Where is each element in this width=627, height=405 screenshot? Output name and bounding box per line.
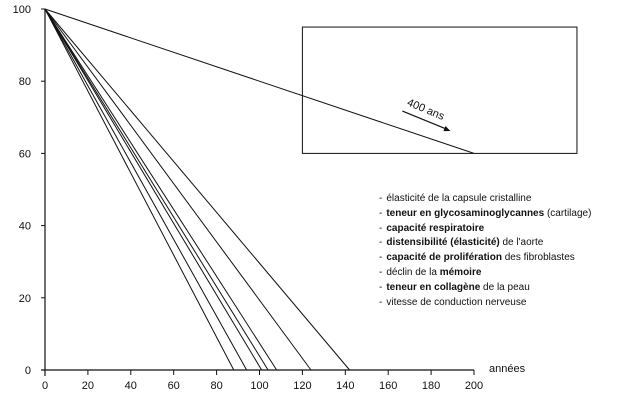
x-tick-label: 40 [125, 380, 137, 392]
legend-bullet: - [379, 193, 383, 204]
legend-text: vitesse de conduction nerveuse [386, 296, 527, 308]
series-line [44, 8, 278, 371]
series-line [44, 8, 263, 371]
series-line [44, 8, 235, 371]
legend-text: teneur en collagène [386, 281, 481, 293]
legend-item: - teneur en glycosaminoglycannes (cartila… [379, 207, 627, 222]
series-line [44, 8, 312, 371]
legend-text: distensibilité (élasticité) [386, 237, 500, 249]
x-tick-label: 160 [379, 380, 397, 392]
legend: - élasticité de la capsule cristalline - te… [379, 192, 627, 310]
legend-bullet: - [379, 237, 383, 249]
inset-rectangle [301, 26, 578, 154]
inset-box: 400 ans [301, 26, 578, 154]
legend-bullet: - [379, 207, 383, 219]
legend-text: déclin de la [386, 266, 440, 278]
x-tick-label: 180 [422, 380, 440, 392]
legend-text: capacité respiratoire [386, 222, 485, 234]
legend-text: élasticité de la capsule cristalline [386, 193, 532, 204]
legend-text: des fibroblastes [501, 252, 575, 264]
legend-item: - distensibilité (élasticité) de l'aorte [379, 236, 627, 251]
legend-bullet: - [379, 252, 383, 264]
x-tick-label: 140 [336, 380, 354, 392]
y-tick-label: 40 [19, 221, 31, 233]
legend-text: de la peau [480, 281, 530, 293]
legend-bullet: - [379, 281, 383, 293]
x-axis-label: années [489, 363, 526, 375]
series-line [44, 8, 350, 371]
legend-text: (cartilage) [544, 207, 592, 219]
x-tick-label: 120 [293, 380, 311, 392]
series-line [44, 8, 248, 371]
y-tick-label: 20 [19, 293, 31, 305]
x-tick-label: 0 [42, 380, 48, 392]
series-line [44, 8, 269, 371]
annotation-arrow-shaft [402, 110, 447, 130]
x-tick-label: 20 [82, 380, 94, 392]
legend-item: - teneur en collagène de la peau [379, 281, 627, 296]
y-tick-label: 0 [25, 365, 31, 377]
x-tick-label: 100 [250, 380, 268, 392]
legend-item: - vitesse de conduction nerveuse [379, 296, 627, 311]
axes: 0 20 40 60 80 100 120 140 160 180 200 0 20 40 60 80 100 [13, 4, 484, 392]
x-tick-label: 200 [465, 380, 483, 392]
x-tick-label: 80 [210, 380, 222, 392]
legend-item: - capacité de prolifération des fibroblas… [379, 251, 627, 266]
legend-bullet: - [379, 222, 383, 234]
series-line [44, 8, 475, 154]
annotation-label: 400 ans [405, 97, 446, 123]
legend-item: - capacité respiratoire [379, 222, 627, 237]
legend-item: - déclin de la mémoire [379, 266, 627, 281]
legend-item: - élasticité de la capsule cristalline [379, 192, 627, 207]
y-tick-label: 60 [19, 148, 31, 160]
y-tick-label: 80 [19, 76, 31, 88]
x-tick-label: 60 [168, 380, 180, 392]
annotation-arrow-head [443, 126, 451, 132]
legend-text: mémoire [439, 266, 482, 278]
legend-text: teneur en glycosaminoglycannes [386, 207, 545, 219]
legend-bullet: - [379, 266, 383, 278]
legend-bullet: - [379, 296, 383, 308]
series-lines [44, 8, 475, 371]
legend-text: capacité de prolifération [386, 252, 502, 264]
legend-text: de l'aorte [499, 237, 544, 249]
y-tick-label: 100 [13, 4, 31, 16]
